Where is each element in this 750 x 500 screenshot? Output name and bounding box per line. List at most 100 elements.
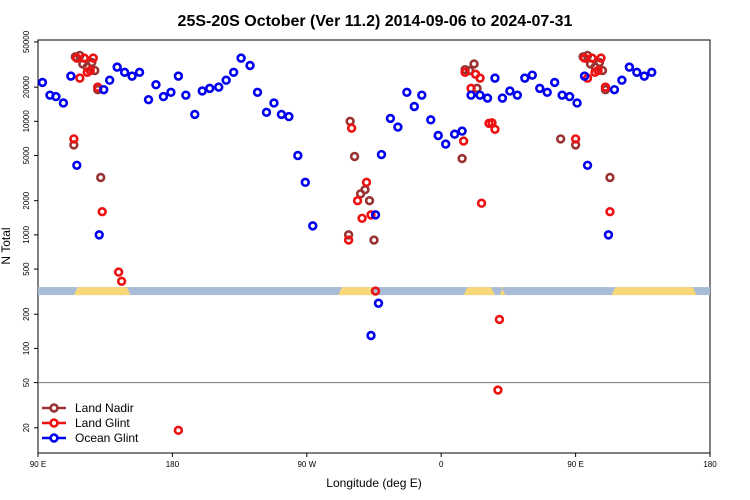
x-tick-label: 90 W	[297, 460, 316, 469]
ocean-glint-point	[632, 67, 642, 78]
land-glint-point	[343, 235, 354, 245]
ocean-glint-point	[609, 84, 620, 95]
y-tick-label: 5000	[22, 146, 31, 164]
legend-label: Ocean Glint	[75, 431, 139, 445]
ocean-glint-point	[490, 73, 500, 83]
y-axis: 20 50 100 200 500 1000 2000 5000 10000 20000 50000	[22, 30, 38, 432]
land-glint-point	[88, 53, 98, 63]
land-glint-point	[113, 267, 124, 277]
ocean-glint-point	[300, 177, 311, 188]
ocean-glint-point	[213, 82, 224, 92]
land-glint-point	[116, 276, 127, 287]
legend-swatch-marker	[49, 433, 59, 443]
ocean-glint-point	[370, 210, 381, 220]
ocean-glint-point	[617, 75, 627, 85]
ocean-glint-point	[564, 91, 575, 102]
ocean-glint-point	[261, 107, 272, 118]
y-tick-label: 2000	[22, 191, 31, 209]
ocean-strip	[38, 287, 710, 296]
land-glint-point	[346, 123, 357, 133]
y-tick-label: 20000	[22, 75, 31, 98]
ocean-glint-point	[647, 67, 657, 78]
land-glint-point	[475, 73, 485, 83]
x-axis: 90 E 180 90 W 0 90 E 180	[30, 453, 717, 469]
land-glint-point	[460, 67, 470, 78]
ocean-glint-point	[190, 109, 200, 120]
land-glint-point	[352, 195, 363, 206]
ocean-glint-point	[527, 70, 537, 80]
land-nadir-point	[349, 151, 360, 162]
land-nadir-point	[360, 184, 370, 195]
ocean-glint-point	[520, 73, 530, 83]
ocean-glint-point	[624, 62, 635, 72]
land-nadir-point	[364, 195, 375, 206]
ocean-glint-point	[579, 71, 590, 81]
land-glint-point	[85, 65, 95, 76]
x-tick-label: 90 E	[567, 460, 583, 469]
ocean-glint-point	[51, 91, 61, 102]
y-axis-label: N Total	[0, 227, 13, 264]
ocean-glint-point	[94, 230, 104, 240]
y-tick-label: 20	[22, 423, 31, 432]
land-glint-point	[570, 134, 581, 144]
ocean-glint-point	[549, 77, 560, 88]
ocean-glint-point	[99, 84, 109, 95]
ocean-glint-point	[293, 150, 303, 161]
ocean-glint-point	[409, 101, 420, 112]
ocean-glint-point	[252, 87, 263, 98]
legend-swatch-marker	[49, 418, 59, 428]
ocean-glint-point	[603, 230, 614, 240]
land-glint-point	[361, 177, 372, 188]
ocean-glint-point	[151, 80, 161, 90]
ocean-glint-point	[181, 90, 191, 100]
ocean-glint-point	[449, 129, 460, 139]
land-glint-point	[587, 53, 597, 63]
y-tick-label: 200	[22, 307, 31, 321]
ocean-glint-point	[475, 90, 485, 100]
ocean-glint-point	[497, 93, 508, 103]
land-glint-point	[79, 53, 89, 63]
y-tick-label: 10000	[22, 110, 31, 133]
ocean-glint-point	[173, 71, 184, 81]
land-glint-point	[97, 206, 107, 217]
ocean-glint-point	[158, 91, 169, 102]
ocean-glint-point	[557, 90, 567, 100]
ocean-glint-point	[417, 90, 427, 100]
land-nadir-point	[605, 172, 615, 183]
plot-frame	[37, 39, 711, 454]
ocean-glint-point	[393, 122, 403, 132]
y-tick-label: 500	[22, 262, 31, 276]
ocean-glint-point	[134, 67, 145, 78]
ocean-glint-point	[197, 86, 207, 96]
y-tick-label: 50000	[22, 30, 31, 53]
land-glint-point	[593, 65, 603, 76]
land-segment	[463, 287, 495, 296]
ocean-glint-point	[58, 98, 69, 108]
land-nadir-point	[469, 59, 479, 69]
ocean-glint-point	[402, 87, 412, 98]
y-tick-label: 100	[22, 341, 31, 355]
ocean-glint-point	[440, 139, 451, 149]
ocean-glint-point	[245, 60, 255, 71]
x-tick-label: 180	[166, 460, 180, 469]
x-axis-label: Longitude (deg E)	[326, 476, 421, 490]
ocean-glint-point	[205, 83, 215, 94]
ocean-glint-point	[366, 330, 376, 341]
land-glint-point	[494, 314, 505, 325]
ocean-glint-point	[639, 71, 649, 81]
land-glint-point	[357, 213, 367, 223]
y-tick-label: 50	[22, 378, 31, 387]
legend-label: Land Glint	[75, 416, 130, 430]
land-segment	[611, 287, 697, 296]
ocean-glint-point	[572, 98, 582, 108]
ocean-glint-point	[66, 71, 76, 81]
ocean-glint-point	[166, 87, 176, 98]
land-glint-point	[173, 425, 184, 436]
land-glint-point	[596, 53, 606, 63]
ocean-glint-point	[269, 98, 279, 108]
ocean-glint-point	[426, 115, 436, 125]
ocean-glint-point	[582, 160, 593, 170]
ocean-glint-point	[72, 160, 82, 170]
